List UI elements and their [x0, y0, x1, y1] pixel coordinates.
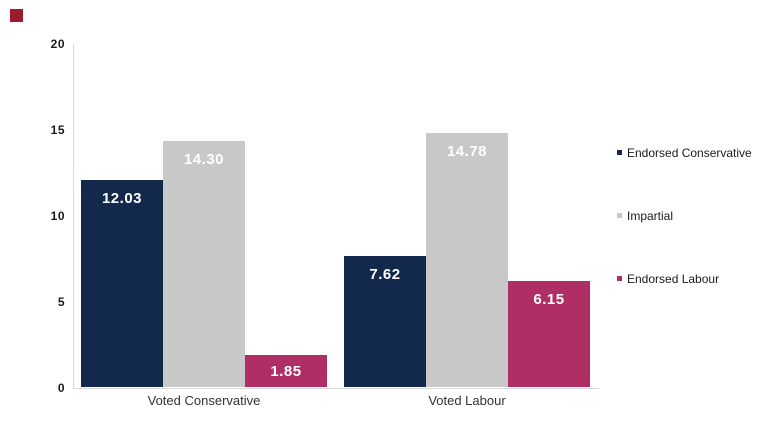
bar-value-label-voted-conservative-impartial: 14.30 [183, 151, 225, 168]
x-axis-line [73, 388, 599, 389]
legend-label: Endorsed Labour [627, 271, 720, 286]
bar-value-label-voted-conservative-endorsed-conservative: 12.03 [101, 190, 143, 208]
bar-value-label-voted-labour-endorsed-labour: 6.15 [533, 291, 565, 309]
legend-marker-icon [617, 213, 622, 218]
legend-item-endorsed-labour: Endorsed Labour [617, 271, 752, 286]
bar-voted-conservative-endorsed-labour: 1.85 [245, 355, 327, 387]
bar-voted-labour-endorsed-labour: 6.15 [508, 281, 590, 387]
bar-group-voted-labour: 7.62 14.78 6.15 [344, 132, 590, 387]
plot-area: 0 5 10 15 20 12.03 14.30 1.85 7.62 14.78 6.15 [51, 37, 599, 395]
legend-marker-icon [617, 150, 622, 155]
bar-value-label-voted-labour-endorsed-conservative: 7.62 [369, 265, 401, 283]
legend: Endorsed Conservative Impartial Endorsed L… [617, 145, 752, 286]
brand-mark-square [10, 9, 23, 22]
bar-value-label-voted-labour-impartial: 14.78 [446, 142, 488, 160]
y-tick-label-20: 20 [50, 37, 65, 51]
bar-voted-conservative-impartial: 14.30 [163, 141, 245, 387]
y-axis-line [73, 44, 74, 389]
y-tick-label-0: 0 [57, 381, 65, 395]
legend-marker-icon [617, 276, 622, 281]
bar-group-voted-conservative: 12.03 14.30 1.85 [81, 141, 327, 387]
y-tick-label-5: 5 [57, 295, 65, 309]
bar-value-label-voted-conservative-endorsed-labour: 1.85 [270, 363, 302, 381]
legend-item-endorsed-conservative: Endorsed Conservative [617, 145, 752, 160]
y-tick-label-10: 10 [50, 209, 65, 223]
x-category-label-voted-labour: Voted Labour [428, 393, 506, 408]
bar-voted-conservative-endorsed-conservative: 12.03 [81, 180, 163, 387]
x-category-label-voted-conservative: Voted Conservative [147, 393, 261, 408]
legend-item-impartial: Impartial [617, 208, 752, 223]
legend-label: Impartial [627, 208, 674, 223]
legend-label: Endorsed Conservative [627, 145, 752, 160]
y-tick-label-15: 15 [50, 123, 65, 137]
bar-voted-labour-impartial: 14.78 [426, 132, 508, 387]
bar-voted-labour-endorsed-conservative: 7.62 [344, 255, 426, 387]
